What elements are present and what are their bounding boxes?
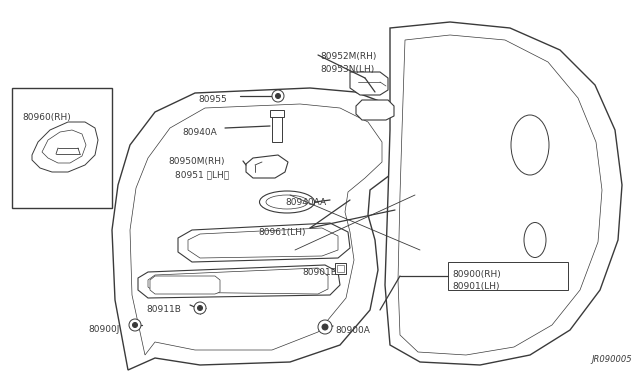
Bar (272, 114, 282, 142)
Bar (270, 110, 284, 117)
Text: 80900A: 80900A (335, 326, 370, 335)
Bar (12, 88, 112, 208)
Polygon shape (385, 22, 622, 365)
Polygon shape (138, 265, 340, 298)
Polygon shape (350, 72, 388, 95)
Text: 80953N(LH): 80953N(LH) (320, 65, 374, 74)
Text: 80955: 80955 (198, 95, 227, 104)
Circle shape (132, 323, 138, 327)
Circle shape (194, 302, 206, 314)
Text: 80901(LH): 80901(LH) (452, 282, 499, 291)
Circle shape (322, 324, 328, 330)
Text: 80950M(RH): 80950M(RH) (168, 157, 225, 166)
Text: 80911B: 80911B (146, 305, 181, 314)
Polygon shape (150, 276, 220, 294)
Circle shape (198, 305, 202, 311)
Text: 80900J: 80900J (88, 325, 120, 334)
Text: 80951 〈LH〉: 80951 〈LH〉 (175, 170, 229, 179)
Bar (448, 262, 568, 290)
Polygon shape (356, 100, 394, 120)
Text: 80901E: 80901E (302, 268, 337, 277)
Ellipse shape (259, 191, 314, 213)
Circle shape (275, 93, 280, 99)
Text: 80900(RH): 80900(RH) (452, 270, 500, 279)
Circle shape (129, 319, 141, 331)
Text: 80952M(RH): 80952M(RH) (320, 52, 376, 61)
Polygon shape (112, 88, 408, 370)
Polygon shape (246, 155, 288, 178)
Text: JR090005: JR090005 (591, 355, 632, 364)
Text: 80961(LH): 80961(LH) (258, 228, 305, 237)
Bar (335, 263, 346, 273)
Bar (337, 264, 344, 272)
Circle shape (318, 320, 332, 334)
Text: 80960(RH): 80960(RH) (22, 113, 71, 122)
Text: 80940AA: 80940AA (285, 198, 326, 207)
Text: 80940A: 80940A (182, 128, 217, 137)
Polygon shape (178, 223, 350, 262)
Circle shape (272, 90, 284, 102)
